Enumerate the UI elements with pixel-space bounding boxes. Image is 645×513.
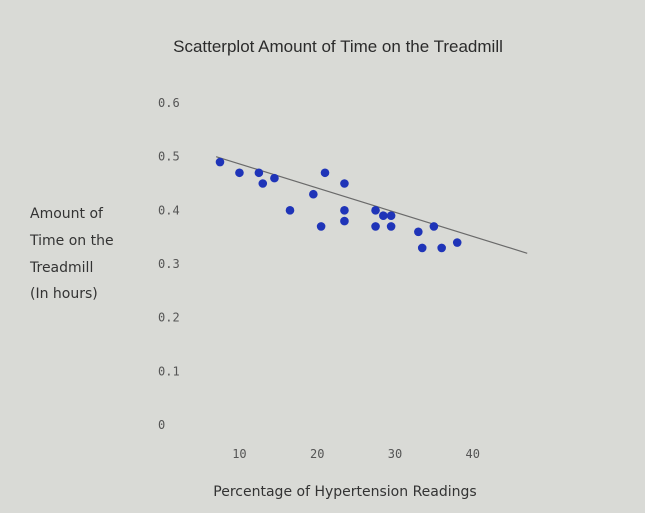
- data-point: [316, 222, 326, 231]
- y-tick-label: 0.2: [158, 311, 180, 325]
- data-point: [320, 168, 330, 178]
- y-tick-label: 0.6: [158, 96, 180, 110]
- data-point: [258, 179, 268, 188]
- x-tick-label: 20: [310, 447, 324, 461]
- y-axis-ticks: 0 0.1 0.2 0.3 0.4 0.5 0.6: [158, 96, 180, 432]
- data-point: [215, 157, 225, 167]
- y-axis-label-line-3: Treadmill: [29, 260, 93, 276]
- data-point: [340, 216, 349, 226]
- y-tick-label: 0.5: [158, 150, 180, 164]
- y-axis-label: Amount of Time on the Treadmill (In hour…: [29, 206, 114, 302]
- y-tick-label: 0.3: [158, 257, 180, 271]
- x-tick-label: 10: [232, 447, 246, 461]
- data-point: [235, 168, 244, 178]
- trendline-group: [215, 156, 528, 254]
- data-point: [437, 243, 446, 253]
- data-point: [386, 222, 396, 231]
- chart-title: Scatterplot Amount of Time on the Treadm…: [173, 37, 503, 56]
- data-point: [371, 206, 380, 215]
- data-point: [340, 206, 349, 215]
- y-axis-label-line-2: Time on the: [29, 233, 114, 249]
- y-tick-label: 0.1: [158, 364, 180, 378]
- data-point: [414, 227, 423, 237]
- data-point: [309, 189, 318, 199]
- data-point: [340, 179, 349, 188]
- y-tick-label: 0.4: [158, 203, 180, 217]
- data-point: [452, 238, 462, 247]
- x-axis-label: Percentage of Hypertension Readings: [213, 484, 476, 500]
- data-point: [417, 243, 427, 253]
- x-tick-label: 30: [388, 447, 402, 461]
- y-tick-label: 0: [158, 418, 165, 432]
- data-point: [386, 211, 396, 220]
- data-point: [270, 173, 279, 183]
- data-point: [254, 168, 264, 178]
- y-axis-label-line-4: (In hours): [30, 286, 98, 302]
- data-points: [215, 157, 462, 253]
- data-point: [371, 222, 380, 231]
- x-axis-ticks: 10 20 30 40: [232, 447, 480, 461]
- data-point: [379, 211, 388, 220]
- trendline: [215, 156, 528, 254]
- data-point: [429, 222, 439, 231]
- y-axis-label-line-1: Amount of: [30, 206, 104, 222]
- x-tick-label: 40: [466, 447, 480, 461]
- data-point: [285, 206, 295, 215]
